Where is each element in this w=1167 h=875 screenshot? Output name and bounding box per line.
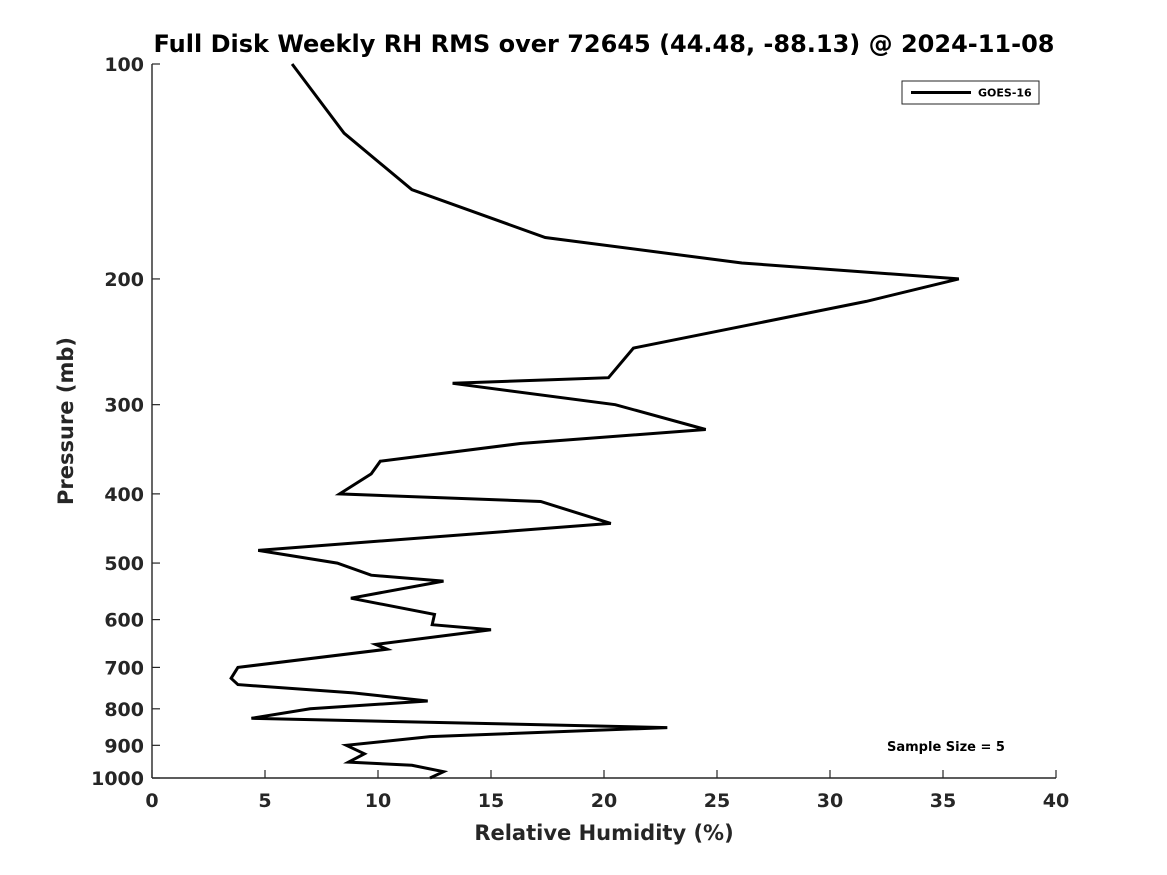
legend: GOES-16 — [901, 80, 1040, 105]
y-tick-label: 700 — [104, 657, 144, 679]
x-tick-label: 15 — [478, 790, 504, 812]
y-tick-label: 300 — [104, 395, 144, 417]
y-tick-label: 800 — [104, 699, 144, 721]
legend-label-goes16: GOES-16 — [978, 87, 1032, 100]
x-tick-label: 10 — [365, 790, 391, 812]
x-tick-label: 25 — [704, 790, 730, 812]
y-tick-label: 400 — [104, 484, 144, 506]
x-tick-label: 20 — [591, 790, 617, 812]
series-layer — [229, 63, 960, 780]
chart-title: Full Disk Weekly RH RMS over 72645 (44.4… — [153, 30, 1054, 58]
y-axis-label: Pressure (mb) — [54, 337, 78, 505]
y-tick-label: 500 — [104, 553, 144, 575]
series-line-goes-16 — [229, 63, 960, 780]
x-tick-label: 5 — [258, 790, 271, 812]
y-tick-label: 100 — [104, 54, 144, 76]
x-tick-label: 35 — [930, 790, 956, 812]
y-tick-label: 200 — [104, 269, 144, 291]
x-tick-label: 40 — [1043, 790, 1069, 812]
x-tick-label: 0 — [145, 790, 158, 812]
x-axis-ticks: 0 5 10 15 20 25 30 35 40 — [145, 770, 1069, 812]
y-tick-label: 1000 — [91, 768, 144, 790]
plot-area — [151, 64, 1056, 779]
x-axis-label: Relative Humidity (%) — [474, 821, 733, 845]
sample-size-annotation: Sample Size = 5 — [887, 740, 1005, 755]
y-tick-label: 900 — [104, 735, 144, 757]
x-tick-label: 30 — [817, 790, 843, 812]
y-tick-label: 600 — [104, 610, 144, 632]
y-axis-ticks: 100 200 300 400 500 600 700 800 900 1000 — [91, 54, 160, 790]
